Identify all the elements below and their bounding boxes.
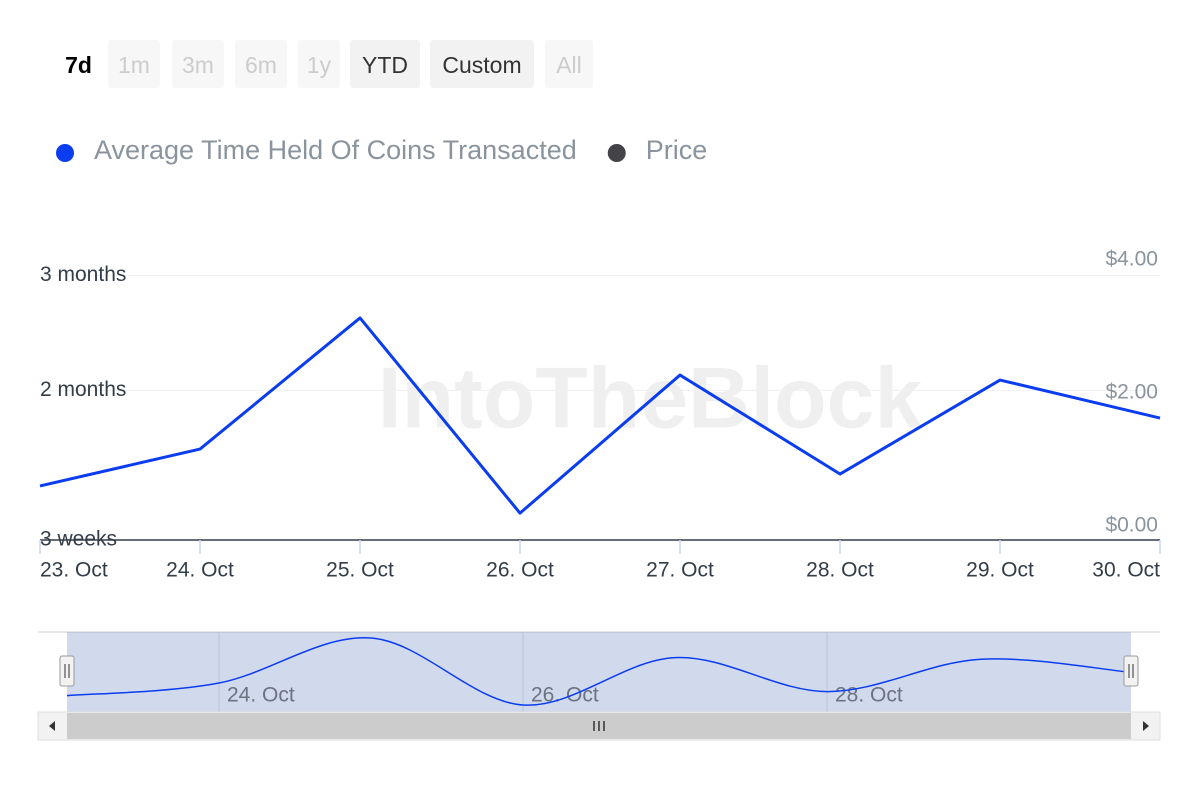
y2-tick-label: $4.00 <box>1105 248 1158 271</box>
navigator-label: 24. Oct <box>227 684 295 707</box>
navigator-handle[interactable] <box>1123 655 1139 687</box>
watermark: IntoTheBlock <box>378 351 923 447</box>
y-tick-label: 3 months <box>40 263 126 286</box>
x-tick-label: 29. Oct <box>966 559 1034 582</box>
x-tick-label: 23. Oct <box>40 559 108 582</box>
legend-marker <box>607 144 626 162</box>
navigator-handle[interactable] <box>59 655 75 687</box>
navigator-line <box>66 637 1132 706</box>
x-tick-label: 24. Oct <box>166 559 234 582</box>
range-button[interactable]: Custom <box>430 40 534 88</box>
legend-label: Average Time Held Of Coins Transacted <box>94 135 577 165</box>
x-tick-label: 30. Oct <box>1092 559 1160 582</box>
range-button[interactable]: 1y <box>298 40 340 88</box>
x-tick-label: 26. Oct <box>486 559 554 582</box>
scroll-left[interactable] <box>49 721 55 731</box>
range-button[interactable]: 6m <box>235 40 287 88</box>
range-button[interactable]: All <box>545 40 593 88</box>
x-tick-label: 28. Oct <box>806 559 874 582</box>
range-button[interactable]: YTD <box>350 40 420 88</box>
y2-tick-label: $0.00 <box>1105 514 1158 537</box>
y-tick-label: 3 weeks <box>40 528 117 551</box>
navigator-mask <box>67 632 1131 712</box>
navigator-label: 26. Oct <box>531 684 599 707</box>
range-button[interactable]: 1m <box>108 40 160 88</box>
range-button[interactable]: 3m <box>172 40 224 88</box>
navigator-label: 28. Oct <box>835 684 903 707</box>
y-tick-label: 2 months <box>40 378 126 401</box>
y2-tick-label: $2.00 <box>1105 381 1158 404</box>
range-button[interactable]: 7d <box>65 52 92 78</box>
x-tick-label: 27. Oct <box>646 559 714 582</box>
legend-marker <box>56 144 74 162</box>
data-line <box>39 316 1161 515</box>
scroll-right[interactable] <box>1143 721 1149 731</box>
legend-label: Price <box>646 135 708 165</box>
x-tick-label: 25. Oct <box>326 559 394 582</box>
